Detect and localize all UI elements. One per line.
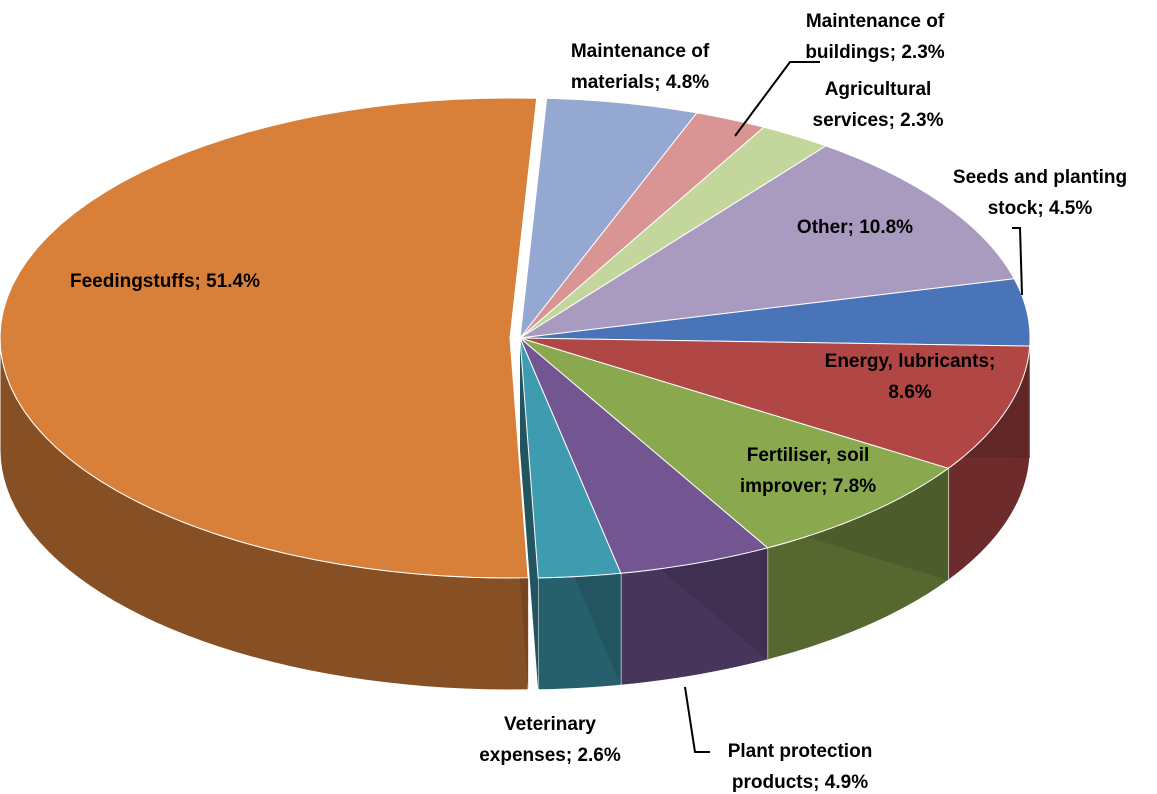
data-label-line: buildings; 2.3% bbox=[805, 42, 944, 63]
pie-slice bbox=[519, 278, 1031, 347]
data-label-line: Plant protection bbox=[728, 741, 873, 762]
pie-end-wall bbox=[520, 338, 539, 690]
data-label-line: Seeds and planting bbox=[953, 167, 1127, 188]
data-label-line: services; 2.3% bbox=[813, 110, 944, 131]
leader-line bbox=[1012, 227, 1023, 296]
pie-slice bbox=[519, 112, 765, 339]
data-labels: Maintenance of materials; 4.8%Maintenance… bbox=[70, 11, 1127, 793]
data-label: Maintenance of materials; 4.8% bbox=[571, 41, 710, 93]
data-label: Seeds and planting stock; 4.5% bbox=[953, 167, 1127, 219]
data-label-line: Fertiliser, soil bbox=[747, 445, 870, 466]
data-label: Veterinary expenses; 2.6% bbox=[479, 714, 621, 766]
data-label-line: expenses; 2.6% bbox=[479, 745, 621, 766]
data-label-line: Maintenance of bbox=[806, 11, 945, 32]
data-label: Other; 10.8% bbox=[797, 217, 913, 238]
data-label-line: Other; 10.8% bbox=[797, 217, 913, 238]
data-label: Fertiliser, soil improver; 7.8% bbox=[740, 445, 876, 497]
data-label-line: improver; 7.8% bbox=[740, 476, 876, 497]
pie-slice bbox=[519, 145, 1016, 339]
pie-slice bbox=[519, 337, 950, 549]
data-label: Feedingstuffs; 51.4% bbox=[70, 271, 260, 292]
data-label-line: Maintenance of bbox=[571, 41, 710, 62]
data-label-line: Energy, lubricants; bbox=[825, 351, 996, 372]
data-label-line: products; 4.9% bbox=[732, 772, 868, 793]
leader-line bbox=[734, 61, 820, 137]
pie-slice bbox=[519, 126, 827, 339]
data-label: Agricultural services; 2.3% bbox=[813, 79, 944, 131]
data-label-line: materials; 4.8% bbox=[571, 72, 709, 93]
data-label-line: stock; 4.5% bbox=[988, 198, 1093, 219]
data-label-line: 8.6% bbox=[888, 382, 931, 403]
pie-slice bbox=[519, 337, 622, 579]
data-label: Plant protection products; 4.9% bbox=[728, 741, 873, 793]
data-label-line: Feedingstuffs; 51.4% bbox=[70, 271, 260, 292]
pie-slice bbox=[519, 97, 698, 340]
pie-slice bbox=[519, 337, 1031, 469]
leader-lines bbox=[684, 61, 1023, 753]
pie-tops bbox=[0, 97, 1031, 579]
data-label-line: Veterinary bbox=[504, 714, 596, 735]
pie-slice bbox=[0, 97, 538, 579]
leader-line bbox=[684, 686, 710, 753]
data-label: Maintenance of buildings; 2.3% bbox=[805, 11, 944, 63]
data-label: Energy, lubricants; 8.6% bbox=[825, 351, 996, 403]
data-label-line: Agricultural bbox=[825, 79, 932, 100]
pie-slice bbox=[519, 337, 769, 574]
